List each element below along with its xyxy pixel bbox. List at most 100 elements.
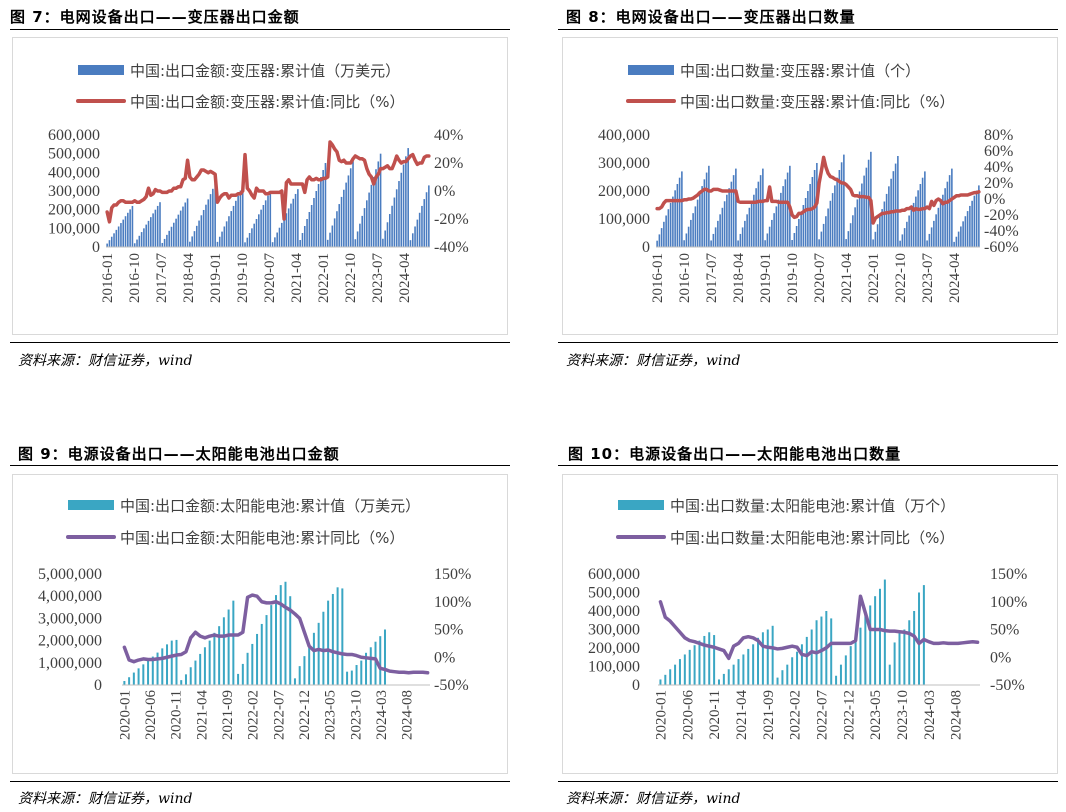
- bar: [694, 206, 697, 247]
- bar: [189, 241, 191, 247]
- bar: [377, 161, 380, 247]
- bar: [811, 177, 814, 247]
- bar: [391, 205, 393, 247]
- bar: [728, 188, 730, 247]
- bar: [317, 622, 320, 685]
- bar: [331, 593, 334, 685]
- x-tick-label: 2023-07: [920, 253, 936, 303]
- bar: [864, 614, 867, 685]
- x-tick-label: 2024-08: [400, 690, 416, 740]
- bar: [845, 239, 847, 247]
- x-tick-label: 2021-09: [220, 690, 236, 740]
- bar: [768, 226, 771, 247]
- bar: [796, 651, 799, 685]
- bar: [838, 170, 841, 247]
- bar: [777, 199, 780, 247]
- bar: [918, 592, 921, 685]
- bar: [800, 212, 802, 247]
- bar: [151, 656, 154, 685]
- bar: [717, 679, 720, 685]
- bar: [327, 600, 330, 685]
- bar: [885, 193, 888, 247]
- bar: [402, 164, 405, 247]
- figure-8-title: 图 8：电网设备出口——变压器出口数量: [566, 8, 856, 26]
- bar: [303, 656, 306, 685]
- bar: [384, 230, 386, 247]
- bar: [150, 217, 152, 247]
- bar: [960, 226, 962, 247]
- bar: [212, 188, 214, 247]
- bar: [405, 156, 407, 247]
- bar: [193, 231, 196, 247]
- bar: [727, 669, 730, 685]
- bar: [672, 196, 674, 247]
- bar: [829, 200, 832, 247]
- bar: [953, 241, 955, 247]
- figure-9-source: 资料来源：财信证券，wind: [18, 791, 193, 807]
- bar: [131, 205, 134, 247]
- bar: [270, 605, 273, 685]
- x-tick-label: 2024-03: [922, 690, 938, 740]
- bar: [132, 672, 135, 685]
- bar: [246, 237, 249, 247]
- bar: [368, 192, 370, 247]
- bar: [423, 199, 426, 247]
- chart-7-svg: 中国:出口金额:变压器:累计值（万美元） 中国:出口金额:变压器:累计值:同比（%…: [12, 37, 508, 335]
- chart-8-svg: 中国:出口数量:变压器:累计值（个） 中国:出口数量:变压器:累计值:同比（%） 0…: [562, 37, 1058, 335]
- bar: [732, 175, 735, 247]
- bar: [908, 215, 910, 247]
- bar: [878, 588, 881, 685]
- bar: [208, 640, 211, 685]
- y-left-tick-label: 1,000,000: [38, 655, 102, 672]
- bar: [207, 199, 210, 247]
- x-tick-label: 2017-07: [704, 253, 720, 303]
- bar: [274, 237, 276, 247]
- bar: [265, 615, 268, 685]
- bar: [921, 177, 924, 247]
- bar: [861, 183, 863, 247]
- bar: [872, 239, 874, 247]
- bar: [349, 168, 352, 247]
- bar: [267, 195, 269, 247]
- bar: [203, 647, 206, 685]
- x-tick-label: 2020-11: [169, 690, 185, 739]
- bar: [343, 189, 345, 247]
- bar: [786, 664, 789, 685]
- bar: [322, 611, 325, 685]
- bar: [184, 674, 187, 685]
- bar: [298, 666, 301, 685]
- y-right-tick-label: -60%: [984, 239, 1019, 256]
- bar: [202, 209, 205, 247]
- bar: [687, 226, 690, 247]
- bar: [859, 627, 862, 685]
- bar: [683, 240, 685, 247]
- bar: [110, 236, 113, 247]
- bar: [374, 641, 377, 685]
- legend-line-label: 中国:出口金额:太阳能电池:累计同比（%）: [120, 529, 404, 547]
- y-right-tick-label: 60%: [984, 143, 1013, 160]
- bar: [262, 205, 265, 247]
- bar: [161, 242, 164, 247]
- bar: [708, 632, 711, 685]
- bar: [200, 215, 203, 247]
- bar: [805, 636, 808, 685]
- bar: [418, 212, 421, 247]
- bar: [355, 665, 358, 685]
- x-tick-label: 2016-01: [100, 253, 116, 303]
- bar: [915, 196, 917, 247]
- bar: [172, 222, 175, 247]
- y-right-tick-label: 0%: [990, 649, 1011, 666]
- bar: [683, 654, 686, 685]
- bar: [322, 170, 324, 247]
- bar: [154, 209, 157, 247]
- bar: [723, 201, 726, 247]
- y-left-tick-label: 0: [632, 677, 640, 694]
- bar: [903, 629, 906, 685]
- figure-9-bottom-rule: [10, 781, 510, 782]
- bar: [804, 198, 807, 247]
- bar: [230, 211, 233, 247]
- figure-7-title: 图 7：电网设备出口——变压器出口金额: [10, 8, 300, 26]
- bar: [255, 219, 258, 247]
- bar: [944, 188, 946, 247]
- bar: [784, 179, 787, 247]
